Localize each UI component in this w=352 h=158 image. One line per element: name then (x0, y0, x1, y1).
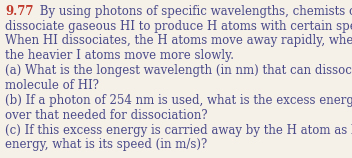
Text: (a) What is the longest wavelength (in nm) that can dissociate a: (a) What is the longest wavelength (in n… (5, 64, 352, 77)
Text: (c) If this excess energy is carried away by the H atom as kinetic: (c) If this excess energy is carried awa… (5, 124, 352, 137)
Text: energy, what is its speed (in m/s)?: energy, what is its speed (in m/s)? (5, 138, 208, 151)
Text: the heavier I atoms move more slowly.: the heavier I atoms move more slowly. (5, 49, 234, 62)
Text: dissociate gaseous HI to produce H atoms with certain speeds.: dissociate gaseous HI to produce H atoms… (5, 20, 352, 33)
Text: over that needed for dissociation?: over that needed for dissociation? (5, 109, 208, 122)
Text: 9.77: 9.77 (5, 5, 34, 18)
Text: When HI dissociates, the H atoms move away rapidly, whereas: When HI dissociates, the H atoms move aw… (5, 34, 352, 47)
Text: molecule of HI?: molecule of HI? (5, 79, 99, 92)
Text: (b) If a photon of 254 nm is used, what is the excess energy (in J): (b) If a photon of 254 nm is used, what … (5, 94, 352, 107)
Text: By using photons of specific wavelengths, chemists can: By using photons of specific wavelengths… (36, 5, 352, 18)
